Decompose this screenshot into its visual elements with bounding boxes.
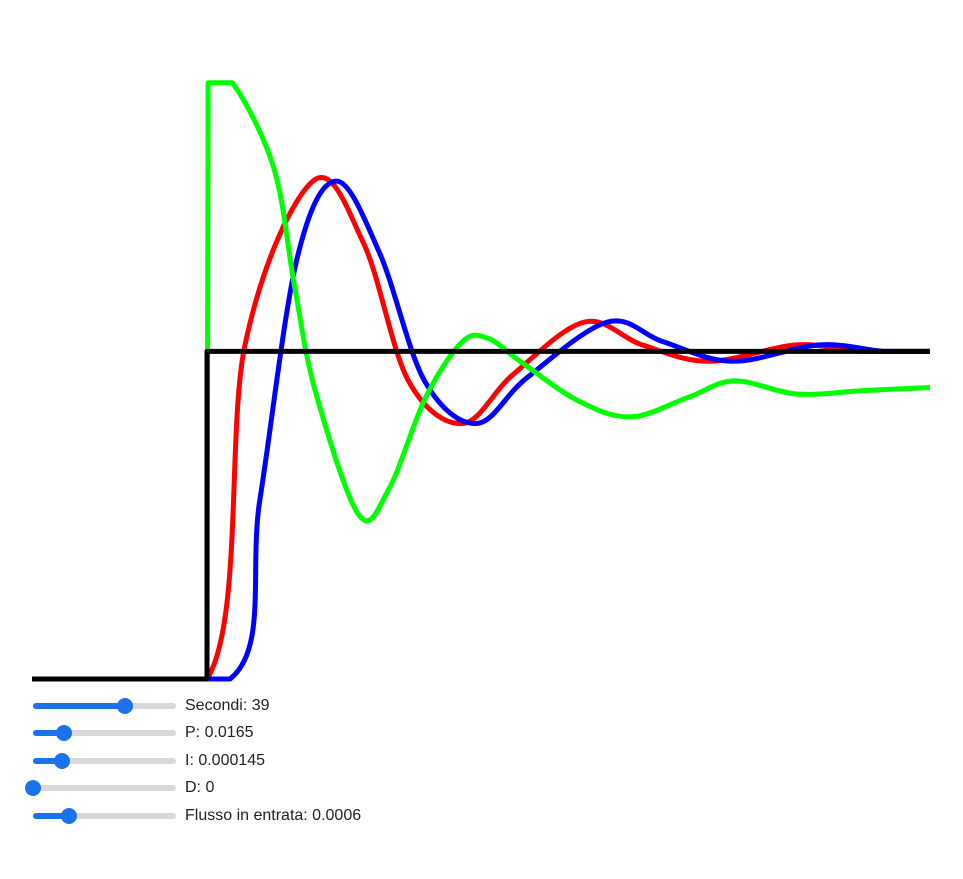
inflow-slider-thumb[interactable] — [60, 807, 77, 824]
seconds-slider-fill — [33, 702, 125, 709]
inflow-slider-row: Flusso in entrata: 0.0006 — [33, 802, 361, 830]
d-slider-row: D: 0 — [25, 775, 361, 803]
inflow-slider[interactable] — [33, 807, 176, 824]
pid-response-chart — [32, 80, 931, 682]
p-label: P: 0.0165 — [185, 724, 254, 742]
inflow-slider-fill — [33, 812, 69, 819]
inflow-label: Flusso in entrata: 0.0006 — [185, 806, 362, 824]
green-response-line — [32, 80, 931, 682]
i-slider-fill — [33, 757, 62, 764]
d-slider[interactable] — [25, 780, 176, 797]
seconds-slider-thumb[interactable] — [116, 697, 133, 714]
p-slider[interactable] — [33, 725, 176, 742]
seconds-slider[interactable] — [33, 697, 176, 714]
i-label: I: 0.000145 — [185, 751, 266, 769]
i-slider-row: I: 0.000145 — [33, 747, 361, 775]
i-slider-thumb[interactable] — [53, 752, 70, 769]
setpoint-step-line — [32, 348, 930, 682]
p-slider-row: P: 0.0165 — [33, 720, 361, 748]
d-label: D: 0 — [185, 779, 215, 797]
seconds-slider-row: Secondi: 39 — [33, 692, 361, 720]
p-slider-fill — [33, 730, 65, 737]
slider-panel: Secondi: 39 P: 0.0165 I: 0.000145 D: 0 F… — [25, 692, 361, 830]
red-response-line — [32, 175, 930, 682]
blue-response-line — [32, 178, 930, 682]
seconds-label: Secondi: 39 — [185, 696, 270, 714]
p-slider-thumb[interactable] — [56, 725, 73, 742]
d-slider-thumb[interactable] — [25, 780, 41, 797]
i-slider[interactable] — [33, 752, 176, 769]
